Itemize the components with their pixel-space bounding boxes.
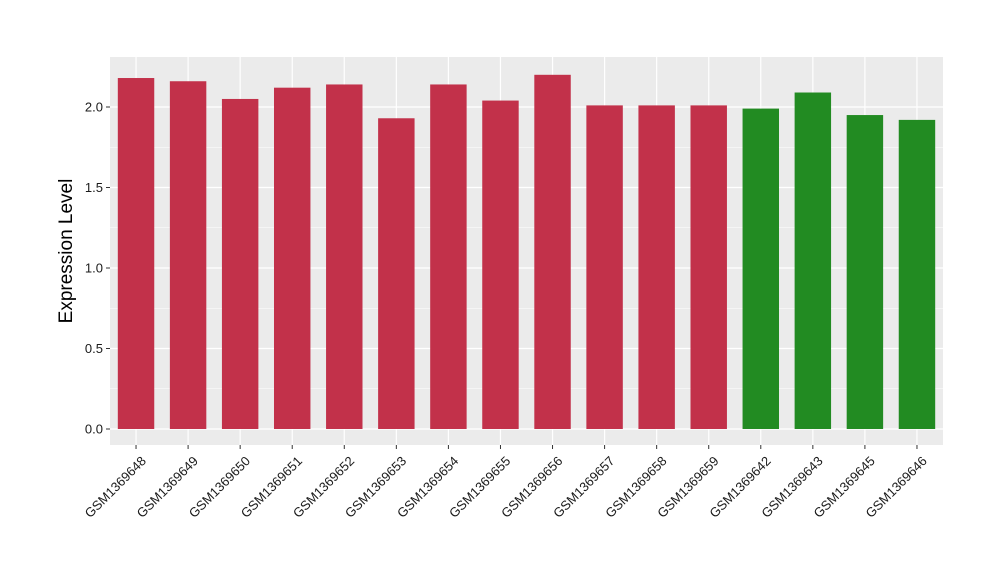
- bar: [326, 84, 363, 430]
- y-tick-label: 2.0: [85, 100, 103, 115]
- bar: [169, 81, 207, 430]
- bar: [690, 105, 727, 429]
- bar: [794, 92, 832, 429]
- bar: [378, 118, 415, 430]
- bar: [430, 84, 467, 430]
- bar: [638, 105, 675, 429]
- bar: [742, 108, 780, 430]
- bar: [221, 98, 259, 429]
- y-tick-label: 1.5: [85, 180, 103, 195]
- y-tick-label: 0.0: [85, 422, 103, 437]
- bar: [534, 74, 571, 430]
- y-axis: 0.0 0.5 1.0 1.5 2.0: [85, 100, 110, 437]
- bar: [586, 105, 623, 429]
- bar: [846, 115, 884, 430]
- y-axis-title: Expression Level: [56, 179, 77, 324]
- bar: [117, 78, 155, 430]
- bar: [898, 119, 936, 429]
- bars: [117, 74, 936, 430]
- x-axis: GSM1369648GSM1369649GSM1369650GSM1369651…: [82, 445, 930, 521]
- y-tick-label: 1.0: [85, 261, 103, 276]
- y-tick-label: 0.5: [85, 341, 103, 356]
- bar: [482, 100, 519, 429]
- bar: [273, 87, 311, 430]
